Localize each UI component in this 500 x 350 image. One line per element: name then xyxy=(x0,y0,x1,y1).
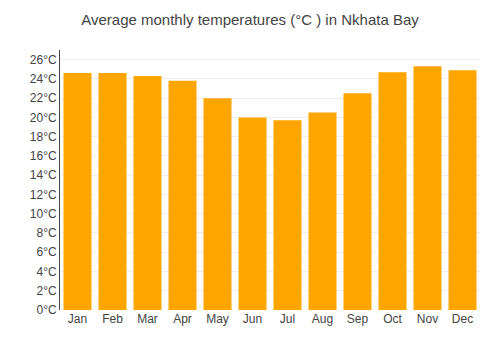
svg-text:May: May xyxy=(206,312,229,326)
svg-text:20°C: 20°C xyxy=(30,111,57,125)
svg-text:Dec: Dec xyxy=(452,312,473,326)
svg-text:Jan: Jan xyxy=(68,312,87,326)
svg-text:Jun: Jun xyxy=(243,312,262,326)
svg-text:Mar: Mar xyxy=(137,312,158,326)
svg-text:Jul: Jul xyxy=(280,312,295,326)
svg-text:2°C: 2°C xyxy=(36,284,56,298)
svg-text:26°C: 26°C xyxy=(30,53,57,67)
svg-text:Feb: Feb xyxy=(102,312,123,326)
svg-text:4°C: 4°C xyxy=(36,265,56,279)
svg-text:8°C: 8°C xyxy=(36,226,56,240)
svg-text:Aug: Aug xyxy=(312,312,333,326)
svg-text:Oct: Oct xyxy=(383,312,402,326)
svg-text:14°C: 14°C xyxy=(30,168,57,182)
svg-text:Apr: Apr xyxy=(173,312,192,326)
svg-text:18°C: 18°C xyxy=(30,130,57,144)
svg-text:Average monthly temperatures (: Average monthly temperatures (°C ) in Nk… xyxy=(81,11,419,28)
svg-text:10°C: 10°C xyxy=(30,207,57,221)
svg-text:22°C: 22°C xyxy=(30,91,57,105)
svg-text:Nov: Nov xyxy=(417,312,438,326)
svg-text:24°C: 24°C xyxy=(30,72,57,86)
svg-text:Sep: Sep xyxy=(347,312,369,326)
svg-text:16°C: 16°C xyxy=(30,149,57,163)
svg-text:12°C: 12°C xyxy=(30,188,57,202)
svg-text:0°C: 0°C xyxy=(36,303,56,317)
svg-text:6°C: 6°C xyxy=(36,245,56,259)
